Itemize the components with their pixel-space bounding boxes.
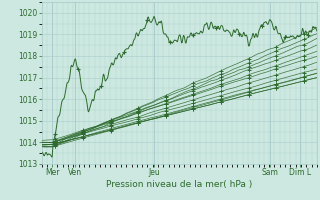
X-axis label: Pression niveau de la mer( hPa ): Pression niveau de la mer( hPa ): [106, 180, 252, 189]
